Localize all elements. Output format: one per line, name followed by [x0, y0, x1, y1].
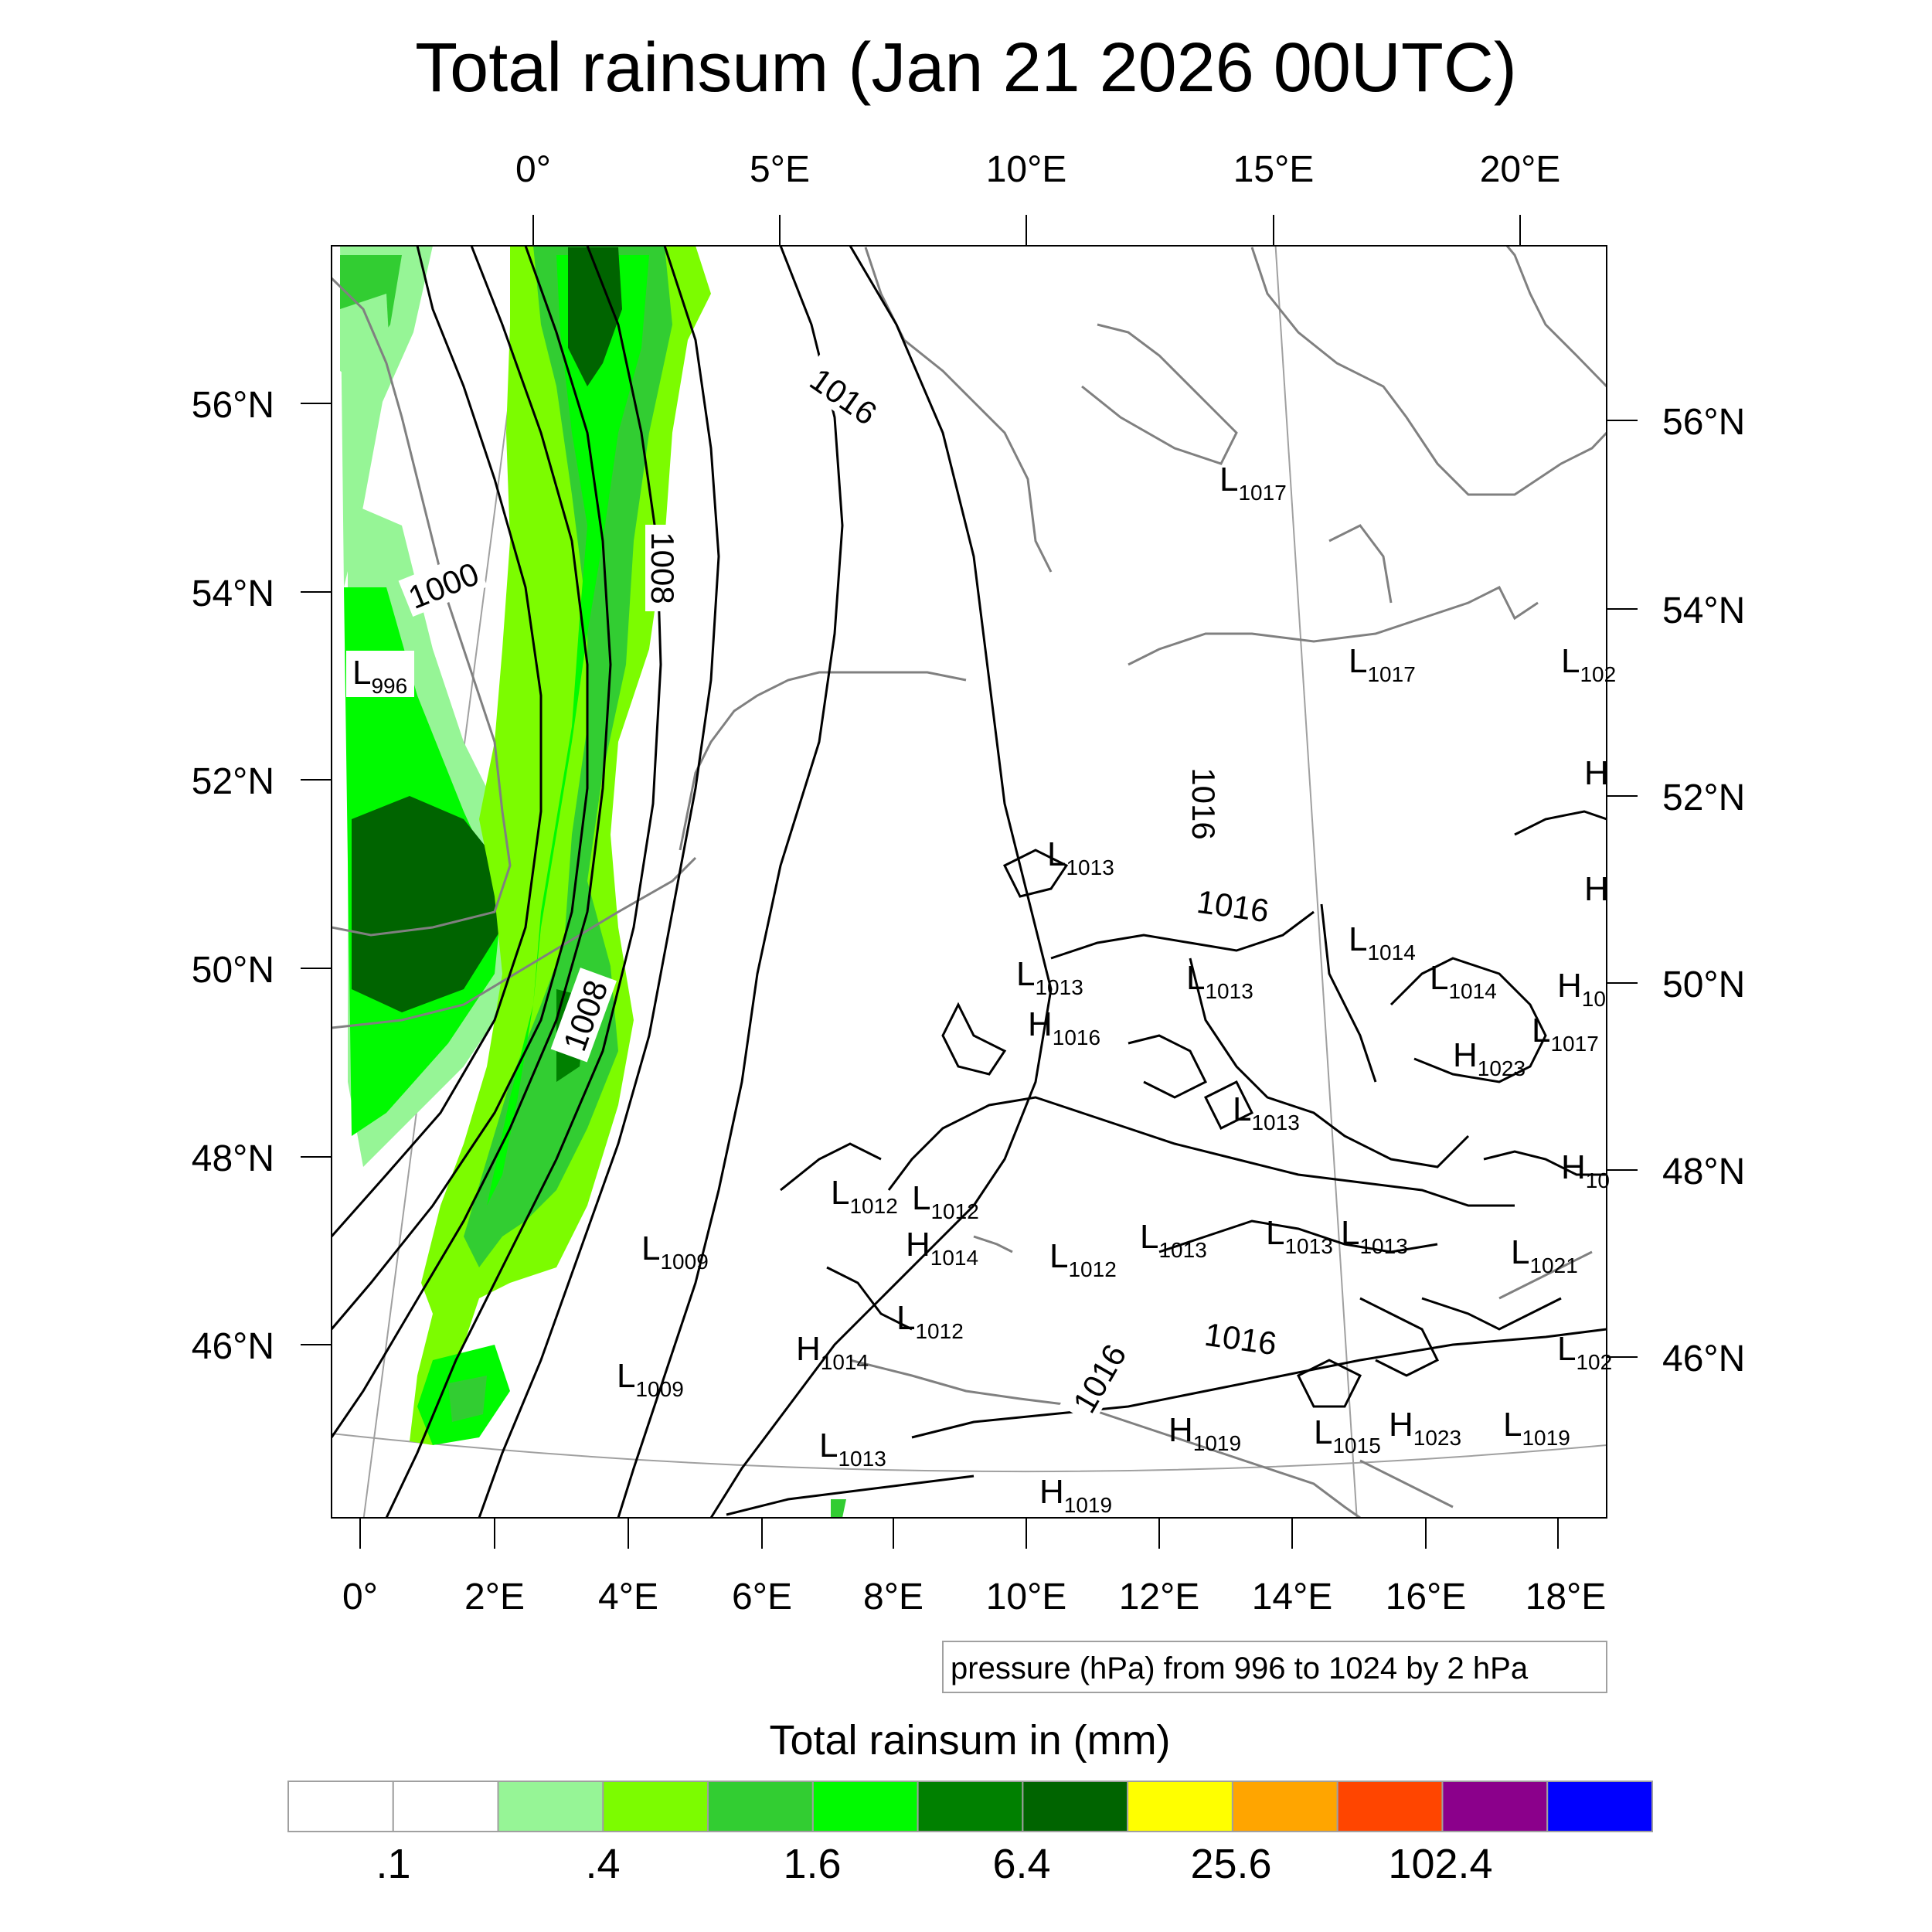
left-lat-label: 52°N: [192, 761, 274, 802]
left-lat-label: 50°N: [192, 950, 274, 991]
pressure-center-label: L1009: [617, 1357, 684, 1401]
colorbar-swatch: [811, 1781, 919, 1832]
bottom-ticks: [359, 1518, 1559, 1549]
pressure-center-label: L1017: [1532, 1012, 1599, 1056]
pressure-center-label: L102: [1561, 642, 1616, 686]
colorbar-label: 102.4: [1388, 1841, 1492, 1887]
colorbar-title: Total rainsum in (mm): [769, 1717, 1170, 1764]
colorbar-swatch: [1336, 1781, 1444, 1832]
colorbar-label: .1: [376, 1841, 410, 1887]
pressure-center-label: L1013: [1140, 1218, 1207, 1262]
top-ticks: [532, 215, 1521, 246]
bottom-lon-label: 10°E: [986, 1577, 1067, 1617]
pressure-center-label: H10: [1561, 1148, 1610, 1192]
colorbar-swatch: [392, 1781, 499, 1832]
isobar-label: 1008: [645, 532, 681, 604]
right-lat-label: 46°N: [1662, 1338, 1745, 1379]
pressure-center-label: H10: [1557, 967, 1606, 1011]
colorbar-swatch: [1127, 1781, 1233, 1832]
pressure-center-label: H: [1584, 870, 1609, 908]
top-lon-label: 10°E: [986, 149, 1067, 190]
pressure-center-label: L1012: [912, 1179, 979, 1223]
right-lat-label: 52°N: [1662, 777, 1745, 818]
right-lat-label: 54°N: [1662, 590, 1745, 631]
map-frame: [331, 245, 1607, 1519]
pressure-center-label: L1012: [896, 1299, 964, 1343]
pressure-center-label: H1023: [1389, 1406, 1461, 1450]
pressure-center-label: L1013: [1016, 955, 1083, 999]
left-lat-label: 46°N: [192, 1326, 274, 1367]
pressure-center-label: H1019: [1168, 1411, 1241, 1455]
rain-shading: [340, 246, 846, 1518]
pressure-center-label: L1009: [641, 1230, 709, 1274]
pressure-center-label: H1016: [1028, 1005, 1100, 1049]
pressure-center-label: L1013: [1186, 959, 1253, 1003]
contour-info-box: [942, 1641, 1607, 1693]
map-area: [332, 246, 1607, 1518]
pressure-center-label: L1012: [831, 1174, 898, 1218]
colorbar-label: 1.6: [783, 1841, 841, 1887]
pressure-center-label: H1014: [796, 1330, 869, 1374]
colorbar-label: 6.4: [992, 1841, 1050, 1887]
left-lat-label: 56°N: [192, 385, 274, 426]
pressure-center-label: L1013: [1047, 835, 1114, 879]
top-lon-label: 20°E: [1480, 149, 1561, 190]
isobar-label: 1016: [1185, 767, 1222, 839]
bottom-lon-label: 18°E: [1526, 1577, 1607, 1617]
contour-info-text: pressure (hPa) from 996 to 1024 by 2 hPa: [951, 1651, 1529, 1685]
pressure-center-label: L1015: [1314, 1413, 1381, 1458]
coastlines: [332, 246, 1607, 1518]
colorbar-swatch: [497, 1781, 604, 1832]
colorbar-swatch: [707, 1781, 814, 1832]
pressure-center-label: L996: [352, 654, 407, 698]
colorbar: [287, 1781, 1653, 1832]
pressure-center-label: H1023: [1453, 1036, 1526, 1080]
pressure-center-label: L1021: [1511, 1233, 1578, 1277]
right-lat-label: 50°N: [1662, 964, 1745, 1005]
colorbar-swatch: [1022, 1781, 1129, 1832]
bottom-lon-label: 6°E: [732, 1577, 792, 1617]
pressure-center-label: L1017: [1219, 461, 1287, 505]
colorbar-swatch: [602, 1781, 709, 1832]
bottom-lon-label: 0°: [342, 1577, 378, 1617]
bottom-lon-label: 16°E: [1386, 1577, 1467, 1617]
left-lat-label: 48°N: [192, 1138, 274, 1179]
colorbar-swatch: [917, 1781, 1024, 1832]
colorbar-label: 25.6: [1190, 1841, 1271, 1887]
top-lon-label: 0°: [515, 149, 551, 190]
bottom-lon-label: 2°E: [464, 1577, 525, 1617]
isobars: [332, 246, 1607, 1518]
pressure-center-label: H1014: [906, 1226, 978, 1270]
pressure-center-label: L1017: [1349, 642, 1416, 686]
bottom-lon-label: 8°E: [863, 1577, 923, 1617]
pressure-center-label: H: [1584, 754, 1609, 792]
pressure-center-label: L1013: [1341, 1214, 1408, 1258]
pressure-center-label: L1019: [1503, 1406, 1570, 1450]
colorbar-swatch: [1231, 1781, 1338, 1832]
pressure-center-label: L1012: [1049, 1237, 1117, 1281]
right-lat-label: 56°N: [1662, 402, 1745, 443]
bottom-lon-label: 12°E: [1119, 1577, 1200, 1617]
pressure-center-label: L1013: [1233, 1090, 1300, 1134]
top-lon-label: 15°E: [1233, 149, 1315, 190]
pressure-center-label: L1013: [819, 1427, 886, 1471]
right-lat-label: 48°N: [1662, 1151, 1745, 1192]
bottom-lon-label: 14°E: [1252, 1577, 1333, 1617]
map-title: Total rainsum (Jan 21 2026 00UTC): [415, 29, 1517, 107]
colorbar-swatch: [1441, 1781, 1549, 1832]
pressure-centers: L996 L1017 L1017 L102 H H L1013 L1014 L1…: [346, 461, 1616, 1517]
pressure-center-label: L1014: [1349, 920, 1416, 964]
colorbar-swatch: [1546, 1781, 1653, 1832]
pressure-center-label: L1014: [1430, 959, 1497, 1003]
left-ticks: [301, 403, 332, 1345]
colorbar-swatch: [287, 1781, 394, 1832]
pressure-center-label: L1013: [1266, 1214, 1333, 1258]
colorbar-label: .4: [585, 1841, 620, 1887]
left-lat-label: 54°N: [192, 573, 274, 614]
pressure-center-label: L102: [1557, 1330, 1612, 1374]
right-ticks: [1607, 420, 1638, 1358]
bottom-lon-label: 4°E: [598, 1577, 658, 1617]
top-lon-label: 5°E: [750, 149, 810, 190]
pressure-center-label: H1019: [1039, 1473, 1112, 1517]
